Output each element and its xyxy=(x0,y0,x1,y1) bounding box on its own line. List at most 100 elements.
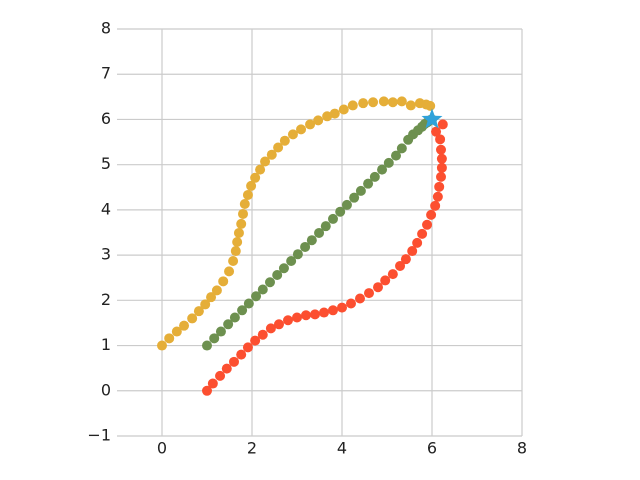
point xyxy=(286,255,297,266)
point xyxy=(243,298,254,309)
point xyxy=(193,306,204,317)
point xyxy=(383,157,394,168)
point xyxy=(251,291,262,302)
y-tick-label: 5 xyxy=(101,154,111,173)
x-tick-label: 2 xyxy=(247,439,257,458)
point xyxy=(300,241,311,252)
y-tick-label: 3 xyxy=(101,245,111,264)
point xyxy=(278,263,289,274)
point xyxy=(435,134,446,145)
point xyxy=(337,302,347,313)
y-tick-label: 7 xyxy=(101,64,111,83)
point xyxy=(266,149,277,160)
point xyxy=(430,200,441,211)
point xyxy=(322,111,333,122)
point xyxy=(246,180,257,191)
point xyxy=(426,209,437,220)
point xyxy=(236,349,247,360)
point xyxy=(319,307,329,318)
point xyxy=(202,385,212,396)
point xyxy=(306,235,317,246)
point xyxy=(373,282,383,293)
point xyxy=(364,288,374,299)
point xyxy=(179,320,190,331)
point xyxy=(215,370,226,381)
point xyxy=(255,164,266,175)
point xyxy=(305,119,316,130)
point xyxy=(233,227,244,238)
point xyxy=(400,254,411,265)
point xyxy=(200,299,211,310)
point xyxy=(436,171,446,182)
point xyxy=(387,97,398,108)
point xyxy=(207,378,218,389)
point xyxy=(273,142,284,153)
point xyxy=(436,162,447,173)
point xyxy=(329,108,340,119)
point xyxy=(242,189,253,200)
point xyxy=(242,342,253,353)
point xyxy=(211,285,222,296)
y-tick-label: 8 xyxy=(101,19,111,38)
point xyxy=(391,150,401,161)
point xyxy=(396,143,407,154)
point xyxy=(436,144,446,155)
point xyxy=(328,305,338,316)
point xyxy=(425,100,436,111)
point xyxy=(257,284,268,295)
point xyxy=(417,228,428,239)
point xyxy=(272,270,283,281)
point xyxy=(437,119,448,130)
point xyxy=(335,206,346,217)
y-tick-label: 1 xyxy=(101,335,111,354)
point xyxy=(230,246,241,257)
point xyxy=(314,227,325,238)
point xyxy=(157,340,167,351)
point xyxy=(239,199,250,210)
point xyxy=(221,363,232,374)
point xyxy=(378,96,389,107)
point xyxy=(292,312,302,323)
point xyxy=(387,269,398,280)
x-tick-label: 4 xyxy=(337,439,347,458)
point xyxy=(232,236,243,247)
point xyxy=(434,181,445,192)
point xyxy=(369,171,380,182)
y-tick-label: 2 xyxy=(101,290,111,309)
point xyxy=(187,313,198,324)
point xyxy=(206,292,217,303)
point xyxy=(238,208,248,219)
point xyxy=(377,164,388,175)
x-tick-label: 8 xyxy=(517,439,527,458)
point xyxy=(358,98,369,109)
point xyxy=(422,219,433,230)
point xyxy=(338,104,349,115)
point xyxy=(347,100,358,111)
point xyxy=(260,156,271,167)
point xyxy=(224,266,235,277)
point xyxy=(229,312,240,323)
point xyxy=(395,260,406,271)
point xyxy=(436,153,447,164)
point xyxy=(301,310,311,321)
point xyxy=(287,129,298,140)
point xyxy=(209,333,220,344)
point xyxy=(265,277,275,288)
point xyxy=(432,191,443,202)
x-tick-label: 0 xyxy=(157,439,167,458)
point xyxy=(223,319,234,330)
point xyxy=(349,192,360,203)
point xyxy=(313,115,324,126)
y-tick-label: 4 xyxy=(101,199,111,218)
y-tick-label: 0 xyxy=(101,380,111,399)
y-tick-label: 6 xyxy=(101,109,111,128)
point xyxy=(355,185,366,196)
point xyxy=(202,340,212,351)
point xyxy=(236,218,247,229)
point xyxy=(310,309,320,320)
y-tick-label: −1 xyxy=(87,426,111,445)
point xyxy=(346,298,356,309)
point xyxy=(218,276,229,287)
point xyxy=(283,315,293,326)
